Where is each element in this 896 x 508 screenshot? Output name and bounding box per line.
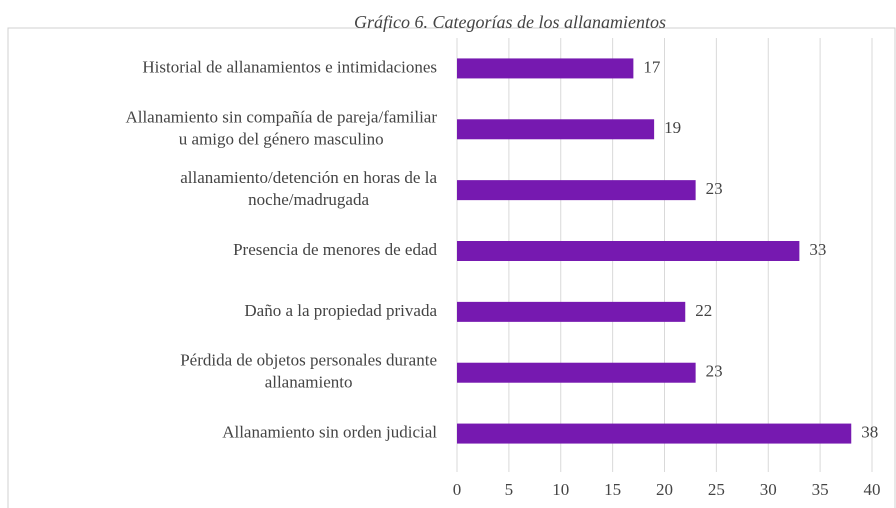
y-tick-label: Pérdida de objetos personales durante all… — [180, 351, 437, 392]
y-tick-label-line: noche/madrugada — [248, 190, 369, 209]
x-tick-label: 15 — [604, 480, 621, 499]
chart-frame — [7, 27, 896, 508]
y-tick-label: Presencia de menores de edad — [233, 240, 437, 259]
bar — [457, 241, 800, 261]
y-tick-label: Allanamiento sin compañía de pareja/fami… — [125, 107, 437, 148]
x-tick-label: 5 — [505, 480, 514, 499]
bar — [457, 119, 655, 140]
x-tick-label: 30 — [760, 480, 777, 499]
x-tick-label: 35 — [812, 480, 829, 499]
bar — [457, 58, 634, 79]
y-tick-label-line: Allanamiento sin orden judicial — [222, 422, 437, 441]
value-label: 33 — [809, 240, 826, 259]
y-tick-label-line: allanamiento — [265, 373, 353, 392]
value-label: 17 — [643, 57, 661, 76]
bar — [457, 180, 696, 201]
bar — [457, 362, 696, 383]
x-tick-label: 20 — [656, 480, 673, 499]
y-tick-label: Historial de allanamientos e intimidacio… — [142, 57, 437, 76]
x-tick-label: 25 — [708, 480, 725, 499]
y-tick-label-line: allanamiento/detención en horas de la — [180, 168, 437, 187]
y-tick-label-line: Daño a la propiedad privada — [244, 301, 437, 320]
value-label: 22 — [695, 301, 712, 320]
y-tick-label: allanamiento/detención en horas de la noc… — [180, 168, 437, 209]
chart-title: Gráfico 6. Categorías de los allanamient… — [354, 12, 666, 32]
value-label: 19 — [664, 118, 681, 137]
y-tick-label-line: Presencia de menores de edad — [233, 240, 437, 259]
y-tick-label-line: Allanamiento sin compañía de pareja/fami… — [125, 107, 437, 126]
value-label: 23 — [706, 179, 723, 198]
bar — [457, 423, 852, 444]
value-label: 23 — [706, 362, 723, 381]
y-tick-label-line: Historial de allanamientos e intimidacio… — [142, 57, 437, 76]
y-tick-label-line: Pérdida de objetos personales durante — [180, 351, 437, 370]
y-tick-label: Allanamiento sin orden judicial — [222, 422, 437, 441]
bar — [457, 301, 686, 322]
y-tick-label: Daño a la propiedad privada — [244, 301, 437, 320]
x-tick-label: 40 — [864, 480, 881, 499]
value-label: 38 — [861, 422, 878, 441]
x-tick-label: 0 — [453, 480, 462, 499]
x-tick-label: 10 — [552, 480, 569, 499]
y-tick-label-line: u amigo del género masculino — [179, 129, 384, 148]
